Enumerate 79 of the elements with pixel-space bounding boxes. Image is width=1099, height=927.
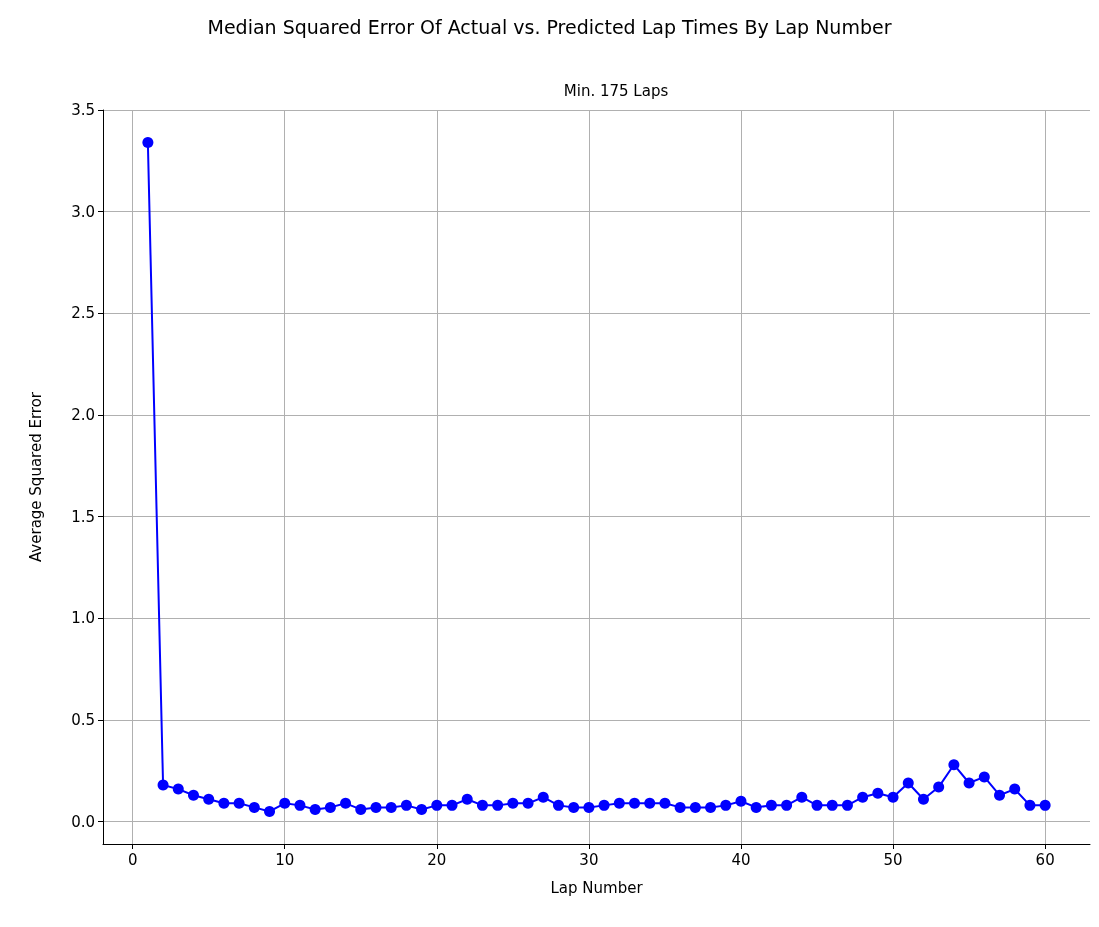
point (233, 797, 245, 809)
point (857, 791, 869, 803)
point (400, 799, 412, 811)
y-tick-label: 1.0 (71, 609, 95, 628)
point (994, 789, 1006, 801)
point (507, 797, 519, 809)
y-tick-label: 2.0 (71, 405, 95, 424)
point (142, 137, 154, 149)
point (461, 793, 473, 805)
y-tick-label: 2.5 (71, 304, 95, 323)
point (644, 797, 656, 809)
point (279, 797, 291, 809)
point (750, 801, 762, 813)
point (781, 799, 793, 811)
x-tick-label: 10 (275, 850, 295, 869)
point (811, 799, 823, 811)
point (765, 799, 777, 811)
x-tick-label: 30 (579, 850, 599, 869)
point (264, 805, 276, 817)
point (902, 777, 914, 789)
point (476, 799, 488, 811)
point (598, 799, 610, 811)
y-tick-label: 0.0 (71, 812, 95, 831)
point (583, 801, 595, 813)
point (1039, 799, 1051, 811)
x-tick-label: 0 (127, 850, 138, 869)
y-tick-label: 3.0 (71, 202, 95, 221)
point (917, 793, 929, 805)
point (324, 801, 336, 813)
point (826, 799, 838, 811)
x-tick-label: 60 (1035, 850, 1055, 869)
point (963, 777, 975, 789)
point (689, 801, 701, 813)
point (188, 789, 199, 801)
point (613, 797, 625, 809)
point (309, 803, 321, 815)
point (720, 799, 732, 811)
point (446, 799, 458, 811)
point (492, 799, 504, 811)
point (659, 797, 671, 809)
point (933, 781, 945, 793)
point (552, 799, 564, 811)
y-axis-title: Average Squared Error (26, 391, 45, 563)
point (674, 801, 686, 813)
point (355, 803, 367, 815)
x-tick-label: 50 (883, 850, 903, 869)
point (978, 771, 990, 783)
x-tick-label: 40 (731, 850, 751, 869)
point (735, 795, 747, 807)
point (218, 797, 230, 809)
point (629, 797, 641, 809)
point (1009, 783, 1021, 795)
point (172, 783, 184, 795)
point (568, 801, 580, 813)
point (294, 799, 306, 811)
x-axis-title: Lap Number (550, 878, 644, 897)
point (796, 791, 808, 803)
point (385, 801, 397, 813)
point (841, 799, 853, 811)
chart-title: Median Squared Error Of Actual vs. Predicted Lap Times By Lap Number (207, 15, 892, 38)
point (340, 797, 352, 809)
point (887, 791, 899, 803)
point (537, 791, 549, 803)
point (157, 779, 169, 791)
point (248, 801, 260, 813)
y-tick-label: 3.5 (71, 101, 95, 119)
point (416, 803, 428, 815)
y-tick-label: 1.5 (71, 507, 95, 526)
point (431, 799, 443, 811)
y-tick-label: 0.5 (71, 710, 95, 729)
point (203, 793, 215, 805)
point (1024, 799, 1036, 811)
point (705, 801, 717, 813)
x-tick-label: 20 (427, 850, 447, 869)
chart-subtitle: Min. 175 Laps (563, 81, 669, 100)
point (948, 759, 960, 771)
point (370, 801, 382, 813)
point (872, 787, 884, 799)
point (522, 797, 534, 809)
